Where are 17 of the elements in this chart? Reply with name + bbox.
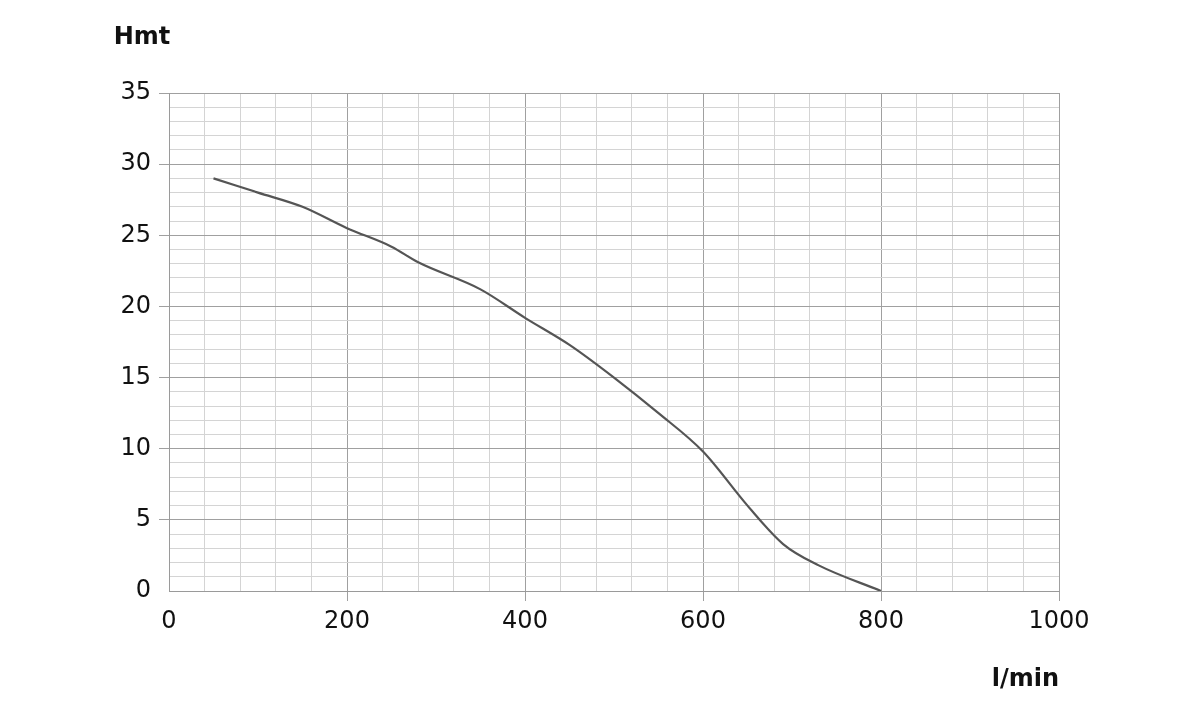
y-tick-label: 25 <box>120 219 151 248</box>
x-tick-label: 1000 <box>1028 605 1090 634</box>
x-tick-label: 200 <box>324 605 370 634</box>
x-tick-label: 0 <box>161 605 177 634</box>
y-tick-label: 5 <box>135 504 151 533</box>
line-series <box>212 177 883 591</box>
x-axis-title: l/min <box>991 664 1059 693</box>
y-tick-label: 10 <box>120 432 151 461</box>
y-tick-label: 15 <box>120 361 151 390</box>
y-tick-label: 20 <box>120 290 151 319</box>
x-tick-label: 800 <box>858 605 904 634</box>
y-tick-label: 30 <box>120 148 151 177</box>
x-tick-label: 400 <box>502 605 548 634</box>
y-axis-title: Hmt <box>113 22 171 51</box>
x-tick-label: 600 <box>680 605 726 634</box>
y-tick-label: 0 <box>135 575 151 604</box>
y-tick-label: 35 <box>120 77 151 106</box>
